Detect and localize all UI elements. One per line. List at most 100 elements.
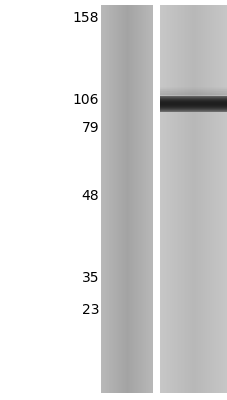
- Bar: [170, 5, 171, 393]
- Bar: [186, 5, 188, 393]
- Bar: [210, 5, 211, 393]
- Bar: [163, 5, 164, 393]
- Bar: [116, 5, 117, 393]
- Bar: [195, 5, 196, 393]
- Bar: [138, 5, 139, 393]
- Bar: [199, 5, 200, 393]
- Bar: [119, 5, 120, 393]
- Bar: [159, 96, 227, 98]
- Bar: [192, 5, 193, 393]
- Bar: [111, 5, 112, 393]
- Bar: [219, 5, 221, 393]
- Bar: [128, 5, 129, 393]
- Bar: [159, 89, 227, 91]
- Bar: [123, 5, 124, 393]
- Bar: [159, 110, 227, 111]
- Bar: [159, 104, 227, 105]
- Bar: [159, 103, 227, 104]
- Bar: [190, 5, 191, 393]
- Bar: [173, 5, 175, 393]
- Bar: [159, 102, 227, 104]
- Bar: [159, 105, 227, 106]
- Bar: [151, 5, 153, 393]
- Bar: [187, 5, 188, 393]
- Text: 106: 106: [72, 93, 99, 107]
- Bar: [118, 5, 119, 393]
- Bar: [150, 5, 151, 393]
- Bar: [224, 5, 225, 393]
- Bar: [150, 5, 151, 393]
- Bar: [159, 107, 227, 108]
- Bar: [184, 5, 185, 393]
- Bar: [205, 5, 206, 393]
- Bar: [220, 5, 222, 393]
- Bar: [159, 98, 227, 99]
- Bar: [217, 5, 218, 393]
- Bar: [171, 5, 172, 393]
- Bar: [146, 5, 148, 393]
- Bar: [176, 5, 177, 393]
- Bar: [198, 5, 199, 393]
- Bar: [209, 5, 210, 393]
- Bar: [114, 5, 115, 393]
- Bar: [179, 5, 181, 393]
- Bar: [195, 5, 197, 393]
- Bar: [110, 5, 111, 393]
- Text: 158: 158: [72, 11, 99, 25]
- Bar: [160, 5, 162, 393]
- Bar: [146, 5, 147, 393]
- Bar: [159, 110, 227, 112]
- Bar: [166, 5, 167, 393]
- Bar: [113, 5, 114, 393]
- Bar: [225, 5, 226, 393]
- Bar: [178, 5, 179, 393]
- Bar: [212, 5, 214, 393]
- Bar: [126, 5, 127, 393]
- Bar: [202, 5, 203, 393]
- Bar: [143, 5, 144, 393]
- Bar: [159, 93, 227, 95]
- Bar: [222, 5, 223, 393]
- Text: 48: 48: [81, 189, 99, 203]
- Bar: [103, 5, 104, 393]
- Bar: [168, 5, 170, 393]
- Bar: [181, 5, 182, 393]
- Bar: [159, 106, 227, 107]
- Bar: [145, 5, 146, 393]
- Bar: [159, 108, 227, 109]
- Bar: [122, 5, 123, 393]
- Bar: [221, 5, 222, 393]
- Bar: [226, 5, 227, 393]
- Bar: [129, 5, 130, 393]
- Bar: [134, 5, 135, 393]
- Bar: [159, 100, 227, 101]
- Bar: [137, 5, 138, 393]
- Bar: [194, 5, 195, 393]
- Bar: [159, 109, 227, 110]
- Bar: [159, 99, 227, 100]
- Bar: [197, 5, 198, 393]
- Bar: [149, 5, 150, 393]
- Bar: [140, 5, 141, 393]
- Bar: [159, 88, 227, 90]
- Bar: [102, 5, 103, 393]
- Text: 35: 35: [81, 271, 99, 285]
- Bar: [125, 5, 126, 393]
- Bar: [223, 5, 224, 393]
- Bar: [136, 5, 137, 393]
- Bar: [130, 5, 131, 393]
- Bar: [204, 5, 205, 393]
- Bar: [112, 5, 113, 393]
- Bar: [165, 5, 166, 393]
- Bar: [182, 5, 183, 393]
- Bar: [159, 91, 227, 93]
- Bar: [118, 5, 119, 393]
- Bar: [175, 5, 176, 393]
- Bar: [141, 5, 142, 393]
- Bar: [167, 5, 168, 393]
- Bar: [159, 92, 227, 94]
- Bar: [108, 5, 109, 393]
- Bar: [130, 5, 131, 393]
- Bar: [135, 5, 136, 393]
- Bar: [159, 111, 227, 112]
